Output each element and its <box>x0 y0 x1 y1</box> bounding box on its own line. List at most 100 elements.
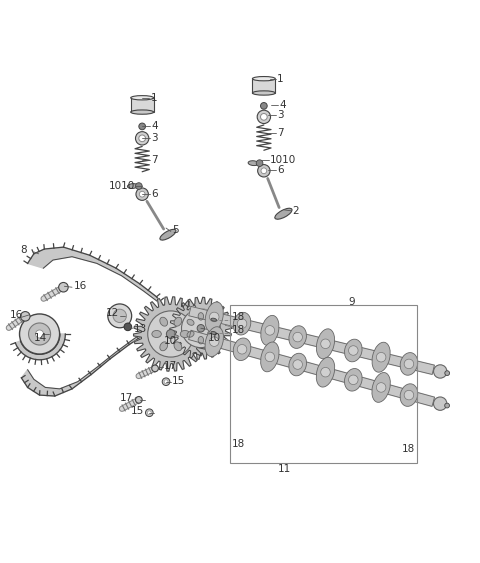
Ellipse shape <box>372 342 390 372</box>
Polygon shape <box>28 247 164 308</box>
Text: 14: 14 <box>34 333 47 343</box>
Ellipse shape <box>198 337 204 344</box>
Circle shape <box>20 314 60 354</box>
Ellipse shape <box>233 338 251 360</box>
Ellipse shape <box>345 339 362 362</box>
Text: 11: 11 <box>278 463 291 473</box>
Circle shape <box>59 283 68 292</box>
Text: 16: 16 <box>74 282 87 291</box>
Text: 8: 8 <box>21 245 27 255</box>
Ellipse shape <box>400 352 418 375</box>
Text: 16: 16 <box>10 310 23 320</box>
Circle shape <box>256 160 263 167</box>
Circle shape <box>293 360 302 369</box>
Circle shape <box>404 390 414 400</box>
Circle shape <box>433 397 447 410</box>
Text: 7: 7 <box>277 128 284 137</box>
Circle shape <box>433 365 447 378</box>
Circle shape <box>21 311 30 321</box>
Text: 7: 7 <box>151 155 158 165</box>
Ellipse shape <box>198 312 204 320</box>
Text: 15: 15 <box>172 376 185 386</box>
Circle shape <box>113 309 126 323</box>
Ellipse shape <box>316 329 335 359</box>
Circle shape <box>135 183 142 189</box>
Ellipse shape <box>174 342 182 351</box>
Polygon shape <box>15 334 65 360</box>
Circle shape <box>164 380 168 383</box>
Circle shape <box>124 323 132 330</box>
Circle shape <box>108 304 132 328</box>
Text: 6: 6 <box>151 189 158 199</box>
Text: 4: 4 <box>151 122 158 131</box>
Ellipse shape <box>160 229 176 240</box>
Text: 3: 3 <box>151 133 158 144</box>
Circle shape <box>265 325 275 335</box>
Ellipse shape <box>252 77 276 81</box>
Circle shape <box>237 319 247 328</box>
Ellipse shape <box>187 319 194 325</box>
Circle shape <box>376 352 386 362</box>
Circle shape <box>404 359 414 369</box>
Circle shape <box>258 164 270 177</box>
Ellipse shape <box>131 96 154 100</box>
Text: 1: 1 <box>151 93 158 103</box>
Text: 10: 10 <box>164 336 177 346</box>
Circle shape <box>139 135 145 142</box>
Circle shape <box>445 371 450 376</box>
Text: 18: 18 <box>231 312 245 322</box>
Circle shape <box>209 312 219 321</box>
Text: 18: 18 <box>231 325 245 335</box>
Ellipse shape <box>289 353 307 376</box>
Ellipse shape <box>252 91 276 95</box>
Ellipse shape <box>127 184 138 189</box>
Ellipse shape <box>208 331 215 337</box>
Polygon shape <box>133 297 208 371</box>
Ellipse shape <box>248 160 259 166</box>
Circle shape <box>28 323 50 345</box>
Circle shape <box>152 365 158 372</box>
Text: 9: 9 <box>349 297 355 306</box>
Circle shape <box>135 132 149 145</box>
Circle shape <box>148 311 194 357</box>
Ellipse shape <box>205 327 224 356</box>
Bar <box>230 305 417 463</box>
Ellipse shape <box>233 312 251 335</box>
Ellipse shape <box>261 342 279 372</box>
Circle shape <box>237 345 247 354</box>
Circle shape <box>145 409 153 417</box>
Text: 13: 13 <box>134 324 147 334</box>
Circle shape <box>197 324 204 332</box>
Circle shape <box>257 110 271 123</box>
Text: 17: 17 <box>164 361 177 372</box>
Circle shape <box>36 330 44 338</box>
Polygon shape <box>22 330 147 396</box>
Ellipse shape <box>372 373 390 403</box>
Circle shape <box>348 346 358 355</box>
Ellipse shape <box>275 208 292 219</box>
Ellipse shape <box>160 317 168 326</box>
Circle shape <box>348 375 358 385</box>
Polygon shape <box>189 330 434 406</box>
Text: 1010: 1010 <box>270 155 296 165</box>
Ellipse shape <box>174 317 182 326</box>
Text: 5: 5 <box>172 225 179 235</box>
Circle shape <box>136 188 148 200</box>
Text: 1: 1 <box>277 74 284 84</box>
Ellipse shape <box>211 318 216 321</box>
Ellipse shape <box>400 384 418 406</box>
Ellipse shape <box>131 110 154 114</box>
Ellipse shape <box>205 302 223 332</box>
Circle shape <box>265 352 275 361</box>
Circle shape <box>321 368 330 377</box>
Text: 4: 4 <box>279 100 286 110</box>
Circle shape <box>162 378 170 386</box>
Circle shape <box>181 309 220 347</box>
Circle shape <box>261 102 267 109</box>
Text: 17: 17 <box>120 394 133 404</box>
Text: 6: 6 <box>277 166 284 175</box>
Ellipse shape <box>316 358 335 387</box>
Ellipse shape <box>152 330 161 338</box>
Text: 18: 18 <box>402 444 416 454</box>
Circle shape <box>139 191 145 197</box>
